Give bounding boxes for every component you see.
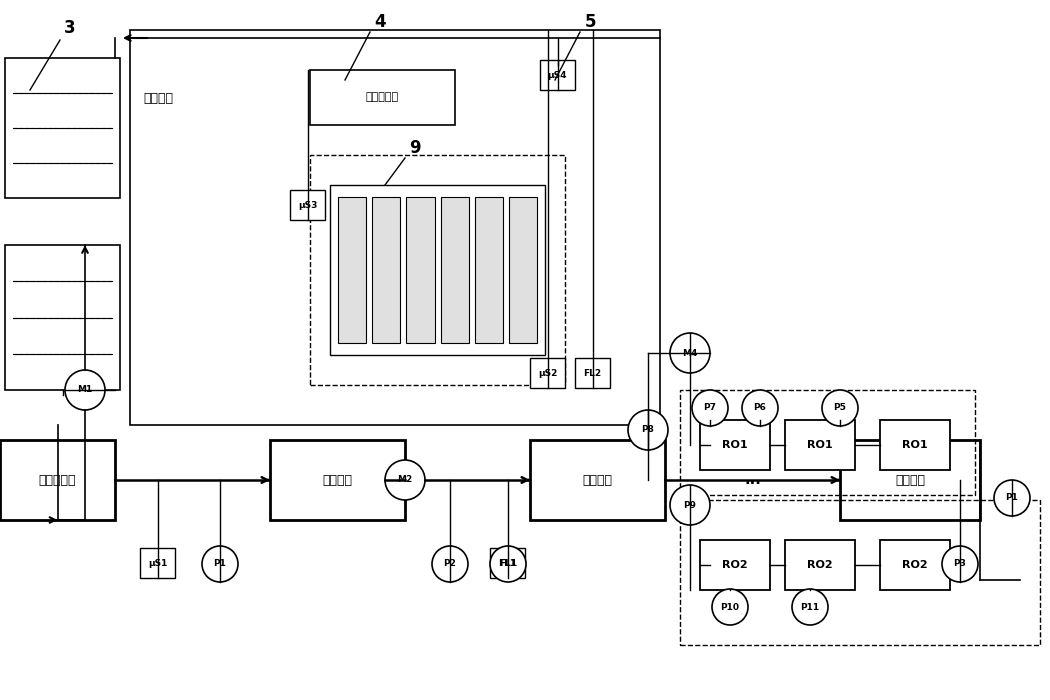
Text: FL2: FL2	[584, 368, 602, 377]
Bar	[490, 548, 525, 578]
Text: 4: 4	[374, 13, 385, 31]
Bar	[880, 540, 950, 590]
Text: M1: M1	[78, 386, 92, 395]
Text: P3: P3	[953, 559, 966, 568]
Circle shape	[792, 589, 828, 625]
Bar	[680, 390, 975, 495]
Bar	[5, 58, 120, 198]
Text: P8: P8	[642, 426, 654, 435]
Circle shape	[670, 333, 710, 373]
Text: 固液分離器: 固液分離器	[39, 473, 77, 486]
Text: M2: M2	[397, 475, 413, 484]
Text: 9: 9	[410, 139, 421, 157]
Bar	[700, 540, 770, 590]
Bar	[700, 420, 770, 470]
Bar	[575, 358, 610, 388]
Bar	[530, 358, 565, 388]
Circle shape	[490, 546, 526, 582]
Bar	[372, 197, 400, 343]
Bar	[338, 197, 366, 343]
Bar	[0, 440, 116, 520]
Bar	[310, 70, 455, 125]
Text: 保安過濾: 保安過濾	[895, 473, 925, 486]
Text: μS3: μS3	[298, 200, 317, 209]
Text: RO1: RO1	[722, 440, 748, 450]
Bar	[310, 155, 565, 385]
Bar	[130, 30, 660, 425]
Bar	[406, 197, 435, 343]
Text: P6: P6	[754, 403, 766, 412]
Bar	[540, 60, 575, 90]
Circle shape	[692, 390, 728, 426]
Text: RO2: RO2	[902, 560, 928, 570]
Circle shape	[670, 485, 710, 525]
Bar	[441, 197, 468, 343]
Text: 放射性檢測: 放射性檢測	[366, 92, 399, 102]
Circle shape	[742, 390, 778, 426]
Text: 5: 5	[584, 13, 595, 31]
Text: RO2: RO2	[722, 560, 748, 570]
Text: 3: 3	[64, 19, 76, 37]
Circle shape	[65, 370, 105, 410]
Text: P11: P11	[800, 603, 820, 612]
Text: P1: P1	[1006, 494, 1018, 503]
Bar	[840, 440, 980, 520]
Text: M4: M4	[682, 349, 697, 358]
Bar	[475, 197, 503, 343]
Text: μS2: μS2	[538, 368, 558, 377]
Bar	[509, 197, 537, 343]
Circle shape	[942, 546, 978, 582]
Text: μS1: μS1	[148, 559, 167, 568]
Bar	[785, 540, 855, 590]
Bar	[290, 190, 326, 220]
Circle shape	[628, 410, 668, 450]
Text: P10: P10	[720, 603, 739, 612]
Bar	[330, 185, 545, 355]
Text: RO2: RO2	[807, 560, 833, 570]
Bar	[270, 440, 405, 520]
Bar	[785, 420, 855, 470]
Circle shape	[822, 390, 858, 426]
Text: μS4: μS4	[548, 71, 567, 80]
Circle shape	[994, 480, 1030, 516]
Text: FL1: FL1	[499, 559, 517, 568]
Text: P9: P9	[684, 500, 696, 510]
Text: RO1: RO1	[902, 440, 928, 450]
Bar	[880, 420, 950, 470]
Text: FL1: FL1	[499, 559, 517, 568]
Text: P7: P7	[704, 403, 716, 412]
Bar	[140, 548, 175, 578]
Circle shape	[385, 460, 425, 500]
Text: ...: ...	[744, 473, 761, 487]
Text: 超過濾器: 超過濾器	[583, 473, 612, 486]
Text: P5: P5	[834, 403, 846, 412]
Circle shape	[202, 546, 238, 582]
Circle shape	[432, 546, 468, 582]
Bar	[530, 440, 665, 520]
Bar	[680, 500, 1040, 645]
Text: P2: P2	[443, 559, 457, 568]
Text: 預過濾器: 預過濾器	[322, 473, 353, 486]
Circle shape	[712, 589, 748, 625]
Text: P1: P1	[213, 559, 227, 568]
Bar	[5, 245, 120, 390]
Text: RO1: RO1	[807, 440, 833, 450]
Text: 淨水排放: 淨水排放	[143, 92, 173, 104]
